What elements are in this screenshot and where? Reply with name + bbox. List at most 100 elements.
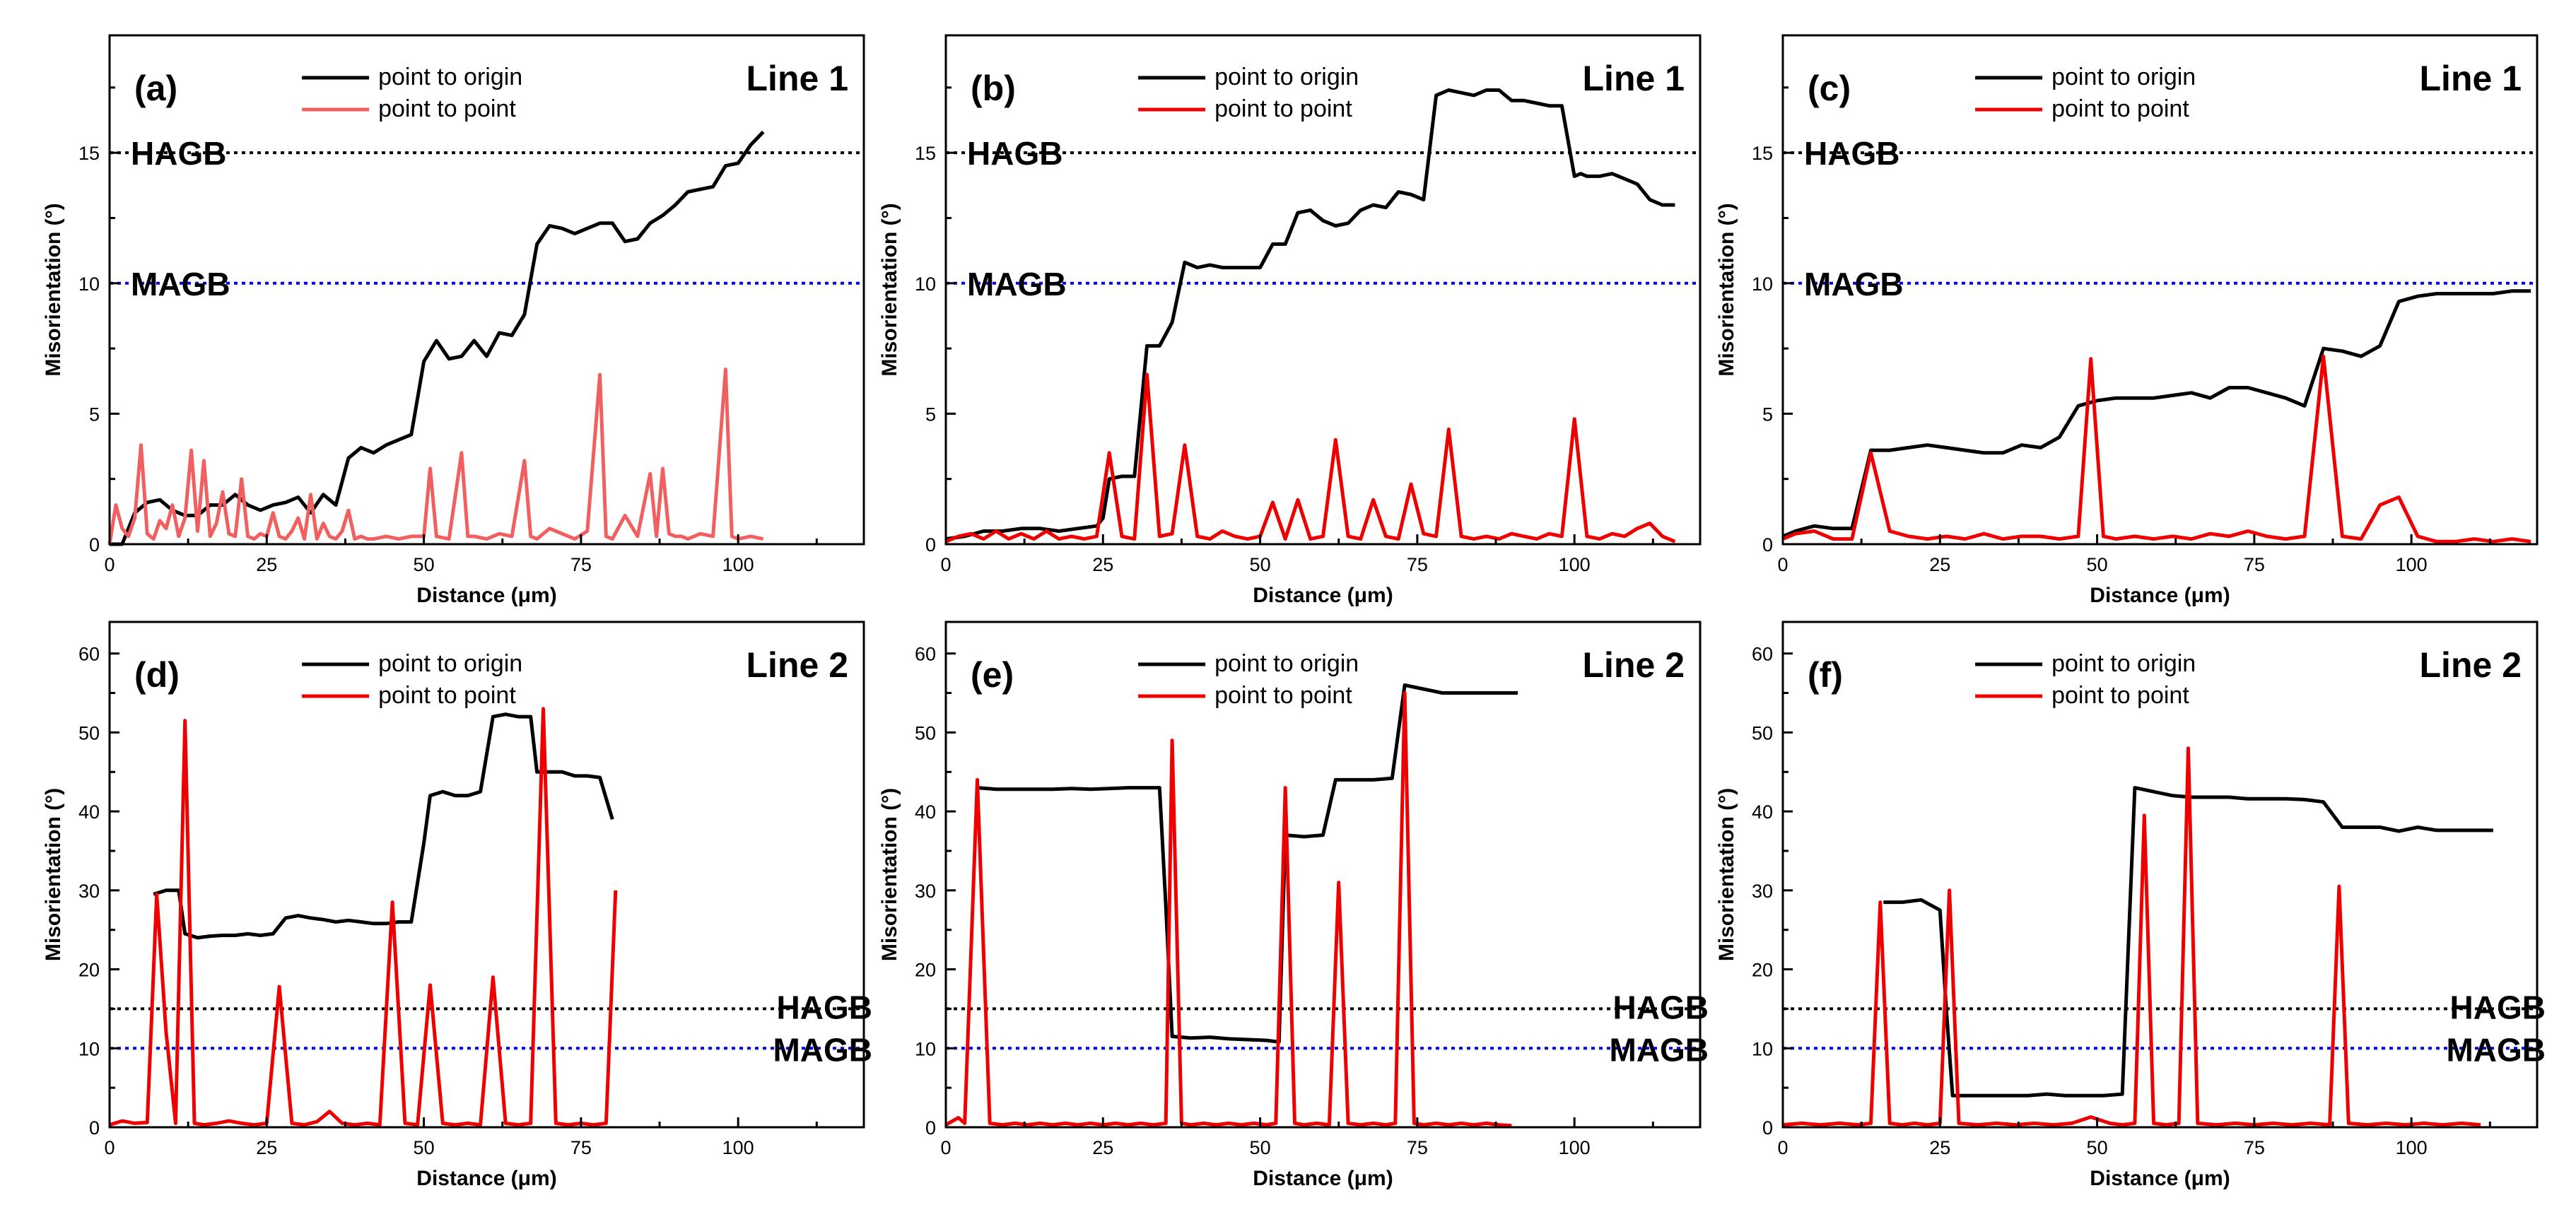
x-tick-label: 100 [2396, 1137, 2428, 1158]
point-to-point-series-line [944, 691, 1512, 1128]
x-tick-label: 50 [414, 554, 435, 575]
y-tick-label: 30 [1752, 881, 1773, 902]
hagb-label: HAGB [131, 135, 226, 172]
y-tick-label: 50 [1752, 722, 1773, 743]
x-tick-label: 75 [2244, 1137, 2265, 1158]
line-title: Line 1 [2420, 59, 2522, 98]
x-tick-label: 0 [940, 1137, 951, 1158]
panel-label: (b) [971, 69, 1016, 108]
y-tick-label: 10 [78, 274, 100, 295]
y-tick-label: 50 [78, 722, 100, 743]
y-tick-label: 20 [1752, 960, 1773, 981]
panel-e: 0 25 50 75 100 0 10 20 30 40 50 60 Distance (μm) Miso… [878, 621, 1709, 1190]
y-tick-label: 60 [78, 644, 100, 665]
panel-a: 0 25 50 75 100 0 5 10 15 Distance (μm) Misorientat… [42, 34, 865, 607]
line-title: Line 1 [747, 59, 848, 98]
panel-b: 0 25 50 75 100 0 5 10 15 Distance (μm) Misorientat… [878, 34, 1702, 607]
x-tick-label: 25 [1092, 554, 1113, 575]
x-axis-title: Distance (μm) [1253, 1167, 1393, 1190]
y-tick-label: 30 [78, 881, 100, 902]
x-tick-label: 0 [940, 554, 951, 575]
point-to-point-series-line [1782, 746, 2481, 1127]
hagb-label: HAGB [967, 135, 1062, 172]
x-tick-label: 25 [1929, 554, 1950, 575]
y-tick-label: 0 [1762, 1117, 1773, 1139]
x-tick-label: 50 [2087, 1137, 2108, 1158]
y-tick-label: 10 [1752, 1038, 1773, 1059]
panel-c: 0 25 50 75 100 0 5 10 15 Distance (μm) Misorientat… [1715, 34, 2539, 607]
x-tick-label: 100 [2396, 554, 2428, 575]
y-tick-label: 60 [1752, 644, 1773, 665]
y-tick-label: 30 [915, 881, 936, 902]
y-tick-label: 15 [1752, 143, 1773, 164]
x-tick-label: 75 [1407, 1137, 1428, 1158]
point-to-origin-series-line [153, 712, 614, 940]
panel-label: (d) [134, 655, 180, 695]
legend-label-point-to-point: point to point [378, 682, 516, 709]
x-tick-label: 75 [1407, 554, 1428, 575]
x-tick-label: 100 [722, 554, 754, 575]
line-title: Line 2 [2420, 645, 2522, 685]
legend-label-point-to-point: point to point [1214, 682, 1352, 709]
y-tick-label: 15 [915, 143, 936, 164]
y-axis-title: Misorientation (°) [878, 203, 901, 376]
x-axis-title: Distance (μm) [416, 1167, 556, 1190]
x-tick-label: 100 [1559, 1137, 1591, 1158]
y-tick-label: 10 [78, 1038, 100, 1059]
point-to-origin-series-line [1782, 289, 2531, 539]
plot-frame [1781, 34, 2539, 546]
legend-label-point-to-origin: point to origin [1214, 64, 1359, 90]
y-axis-title: Misorientation (°) [878, 788, 901, 961]
y-tick-label: 5 [1762, 404, 1773, 425]
legend-label-point-to-origin: point to origin [2051, 64, 2196, 90]
plot-frame [1781, 621, 2539, 1129]
legend-label-point-to-point: point to point [1214, 95, 1352, 122]
point-to-point-series-line [109, 707, 618, 1127]
x-tick-label: 0 [104, 554, 115, 575]
y-tick-label: 15 [78, 143, 100, 164]
x-tick-label: 100 [1559, 554, 1591, 575]
panel-label: (c) [1808, 69, 1851, 108]
legend-label-point-to-point: point to point [378, 95, 516, 122]
x-tick-label: 75 [570, 554, 592, 575]
y-tick-label: 40 [78, 801, 100, 823]
x-tick-label: 25 [1929, 1137, 1950, 1158]
legend-label-point-to-point: point to point [2051, 682, 2189, 709]
y-tick-label: 20 [78, 960, 100, 981]
panel-label: (e) [971, 655, 1014, 695]
y-tick-label: 0 [1762, 534, 1773, 555]
x-tick-label: 50 [1250, 554, 1271, 575]
x-tick-label: 0 [1777, 554, 1788, 575]
magb-label: MAGB [967, 266, 1067, 302]
point-to-point-series-line [107, 367, 764, 545]
x-axis-title: Distance (μm) [1253, 584, 1393, 607]
plot-frame [108, 34, 865, 546]
point-to-origin-series-line [945, 88, 1675, 541]
panel-label: (f) [1808, 655, 1843, 695]
x-tick-label: 50 [414, 1137, 435, 1158]
magb-label: MAGB [1609, 1031, 1709, 1068]
hagb-label: HAGB [1613, 989, 1709, 1025]
line-title: Line 2 [747, 645, 848, 685]
panel-d: 0 25 50 75 100 0 10 20 30 40 50 60 Distance (μm) Miso… [42, 621, 872, 1190]
hagb-label: HAGB [1804, 135, 1899, 172]
y-tick-label: 60 [915, 644, 936, 665]
y-axis-title: Misorientation (°) [1715, 203, 1738, 376]
hagb-label: HAGB [777, 989, 872, 1025]
x-tick-label: 50 [2087, 554, 2108, 575]
point-to-origin-series-line [1883, 786, 2493, 1098]
x-tick-label: 50 [1250, 1137, 1271, 1158]
y-axis-title: Misorientation (°) [42, 203, 65, 376]
x-tick-label: 75 [2244, 554, 2265, 575]
legend-label-point-to-point: point to point [2051, 95, 2189, 122]
y-axis-title: Misorientation (°) [1715, 788, 1738, 961]
line-title: Line 2 [1583, 645, 1685, 685]
y-tick-label: 5 [89, 404, 100, 425]
y-tick-label: 40 [915, 801, 936, 823]
magb-label: MAGB [2446, 1031, 2546, 1068]
panel-f: 0 25 50 75 100 0 10 20 30 40 50 60 Distance (μm) Miso… [1715, 621, 2546, 1190]
x-tick-label: 25 [256, 554, 277, 575]
x-tick-label: 75 [570, 1137, 592, 1158]
panel-label: (a) [134, 69, 177, 108]
magb-label: MAGB [131, 266, 230, 302]
